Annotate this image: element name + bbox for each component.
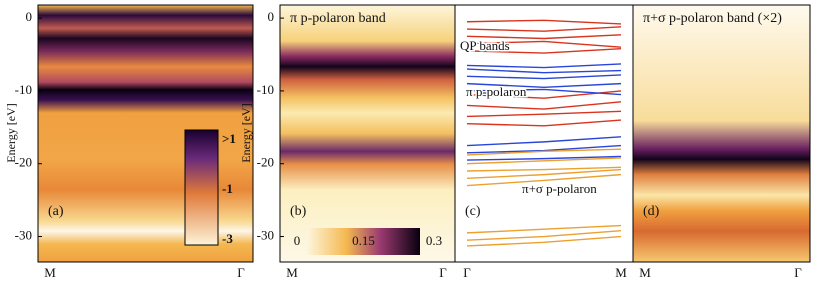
band-line <box>466 173 622 187</box>
x-tick-label: Γ <box>463 265 471 280</box>
band-line <box>466 224 622 234</box>
band-line <box>466 235 622 247</box>
band-line <box>466 144 622 154</box>
y-axis-label: Energy [eV] <box>4 103 18 162</box>
y-tick-label: -30 <box>257 228 274 243</box>
x-tick-label: M <box>639 265 651 280</box>
panel-label: (d) <box>643 204 660 219</box>
colorbar-label: 0 <box>294 233 301 248</box>
band-line <box>466 40 622 48</box>
y-tick-label: -20 <box>15 155 32 170</box>
band-line <box>466 157 622 165</box>
series-label: QP bands <box>460 38 510 53</box>
band-line <box>466 229 622 241</box>
panel-label: (a) <box>48 204 64 219</box>
heatmap-a <box>38 5 253 262</box>
x-tick-label: M <box>44 265 56 280</box>
band-panel <box>455 5 633 262</box>
y-tick-label: -20 <box>257 155 274 170</box>
band-line <box>466 74 622 80</box>
x-tick-label: Γ <box>439 265 447 280</box>
y-axis-label: Energy [eV] <box>239 103 253 162</box>
colorbar-label: >1 <box>222 131 236 146</box>
colorbar-label: 0.3 <box>426 233 442 248</box>
x-tick-label: M <box>286 265 298 280</box>
panel-label: (b) <box>290 204 307 219</box>
series-label: π p-polaron <box>466 84 527 99</box>
band-line <box>466 26 622 32</box>
panel-title: π+σ p-polaron band (×2) <box>643 11 782 26</box>
heatmap-d <box>633 5 810 262</box>
band-line <box>466 47 622 54</box>
colorbar-a <box>184 129 219 246</box>
heatmap-b <box>280 5 455 262</box>
band-line <box>466 88 622 96</box>
y-tick-label: -30 <box>15 228 32 243</box>
panel-title: π p-polaron band <box>290 11 386 26</box>
series-label: π+σ p-polaron <box>522 181 597 196</box>
band-line <box>466 148 622 156</box>
band-line <box>466 155 622 161</box>
y-tick-label: 0 <box>26 9 33 24</box>
band-line <box>466 119 622 127</box>
x-tick-label: M <box>615 265 627 280</box>
band-line <box>466 68 622 74</box>
band-line <box>466 110 622 118</box>
band-line <box>466 19 622 25</box>
y-tick-label: -10 <box>257 82 274 97</box>
colorbar-label: -3 <box>222 231 233 246</box>
band-line <box>466 63 622 69</box>
colorbar-label: -1 <box>222 181 233 196</box>
band-line <box>466 166 622 172</box>
band-line <box>466 136 622 147</box>
colorbar-label: 0.15 <box>352 233 375 248</box>
band-line <box>466 82 622 88</box>
panel-frame <box>37 4 254 263</box>
x-tick-label: Γ <box>794 265 802 280</box>
panel-label: (c) <box>465 204 481 219</box>
y-tick-label: 0 <box>268 9 275 24</box>
band-line <box>466 34 622 40</box>
x-tick-label: Γ <box>237 265 245 280</box>
band-line <box>466 101 622 110</box>
y-tick-label: -10 <box>15 82 32 97</box>
colorbar-b <box>307 228 420 255</box>
band-line <box>466 168 622 179</box>
panel-frame <box>632 4 811 263</box>
